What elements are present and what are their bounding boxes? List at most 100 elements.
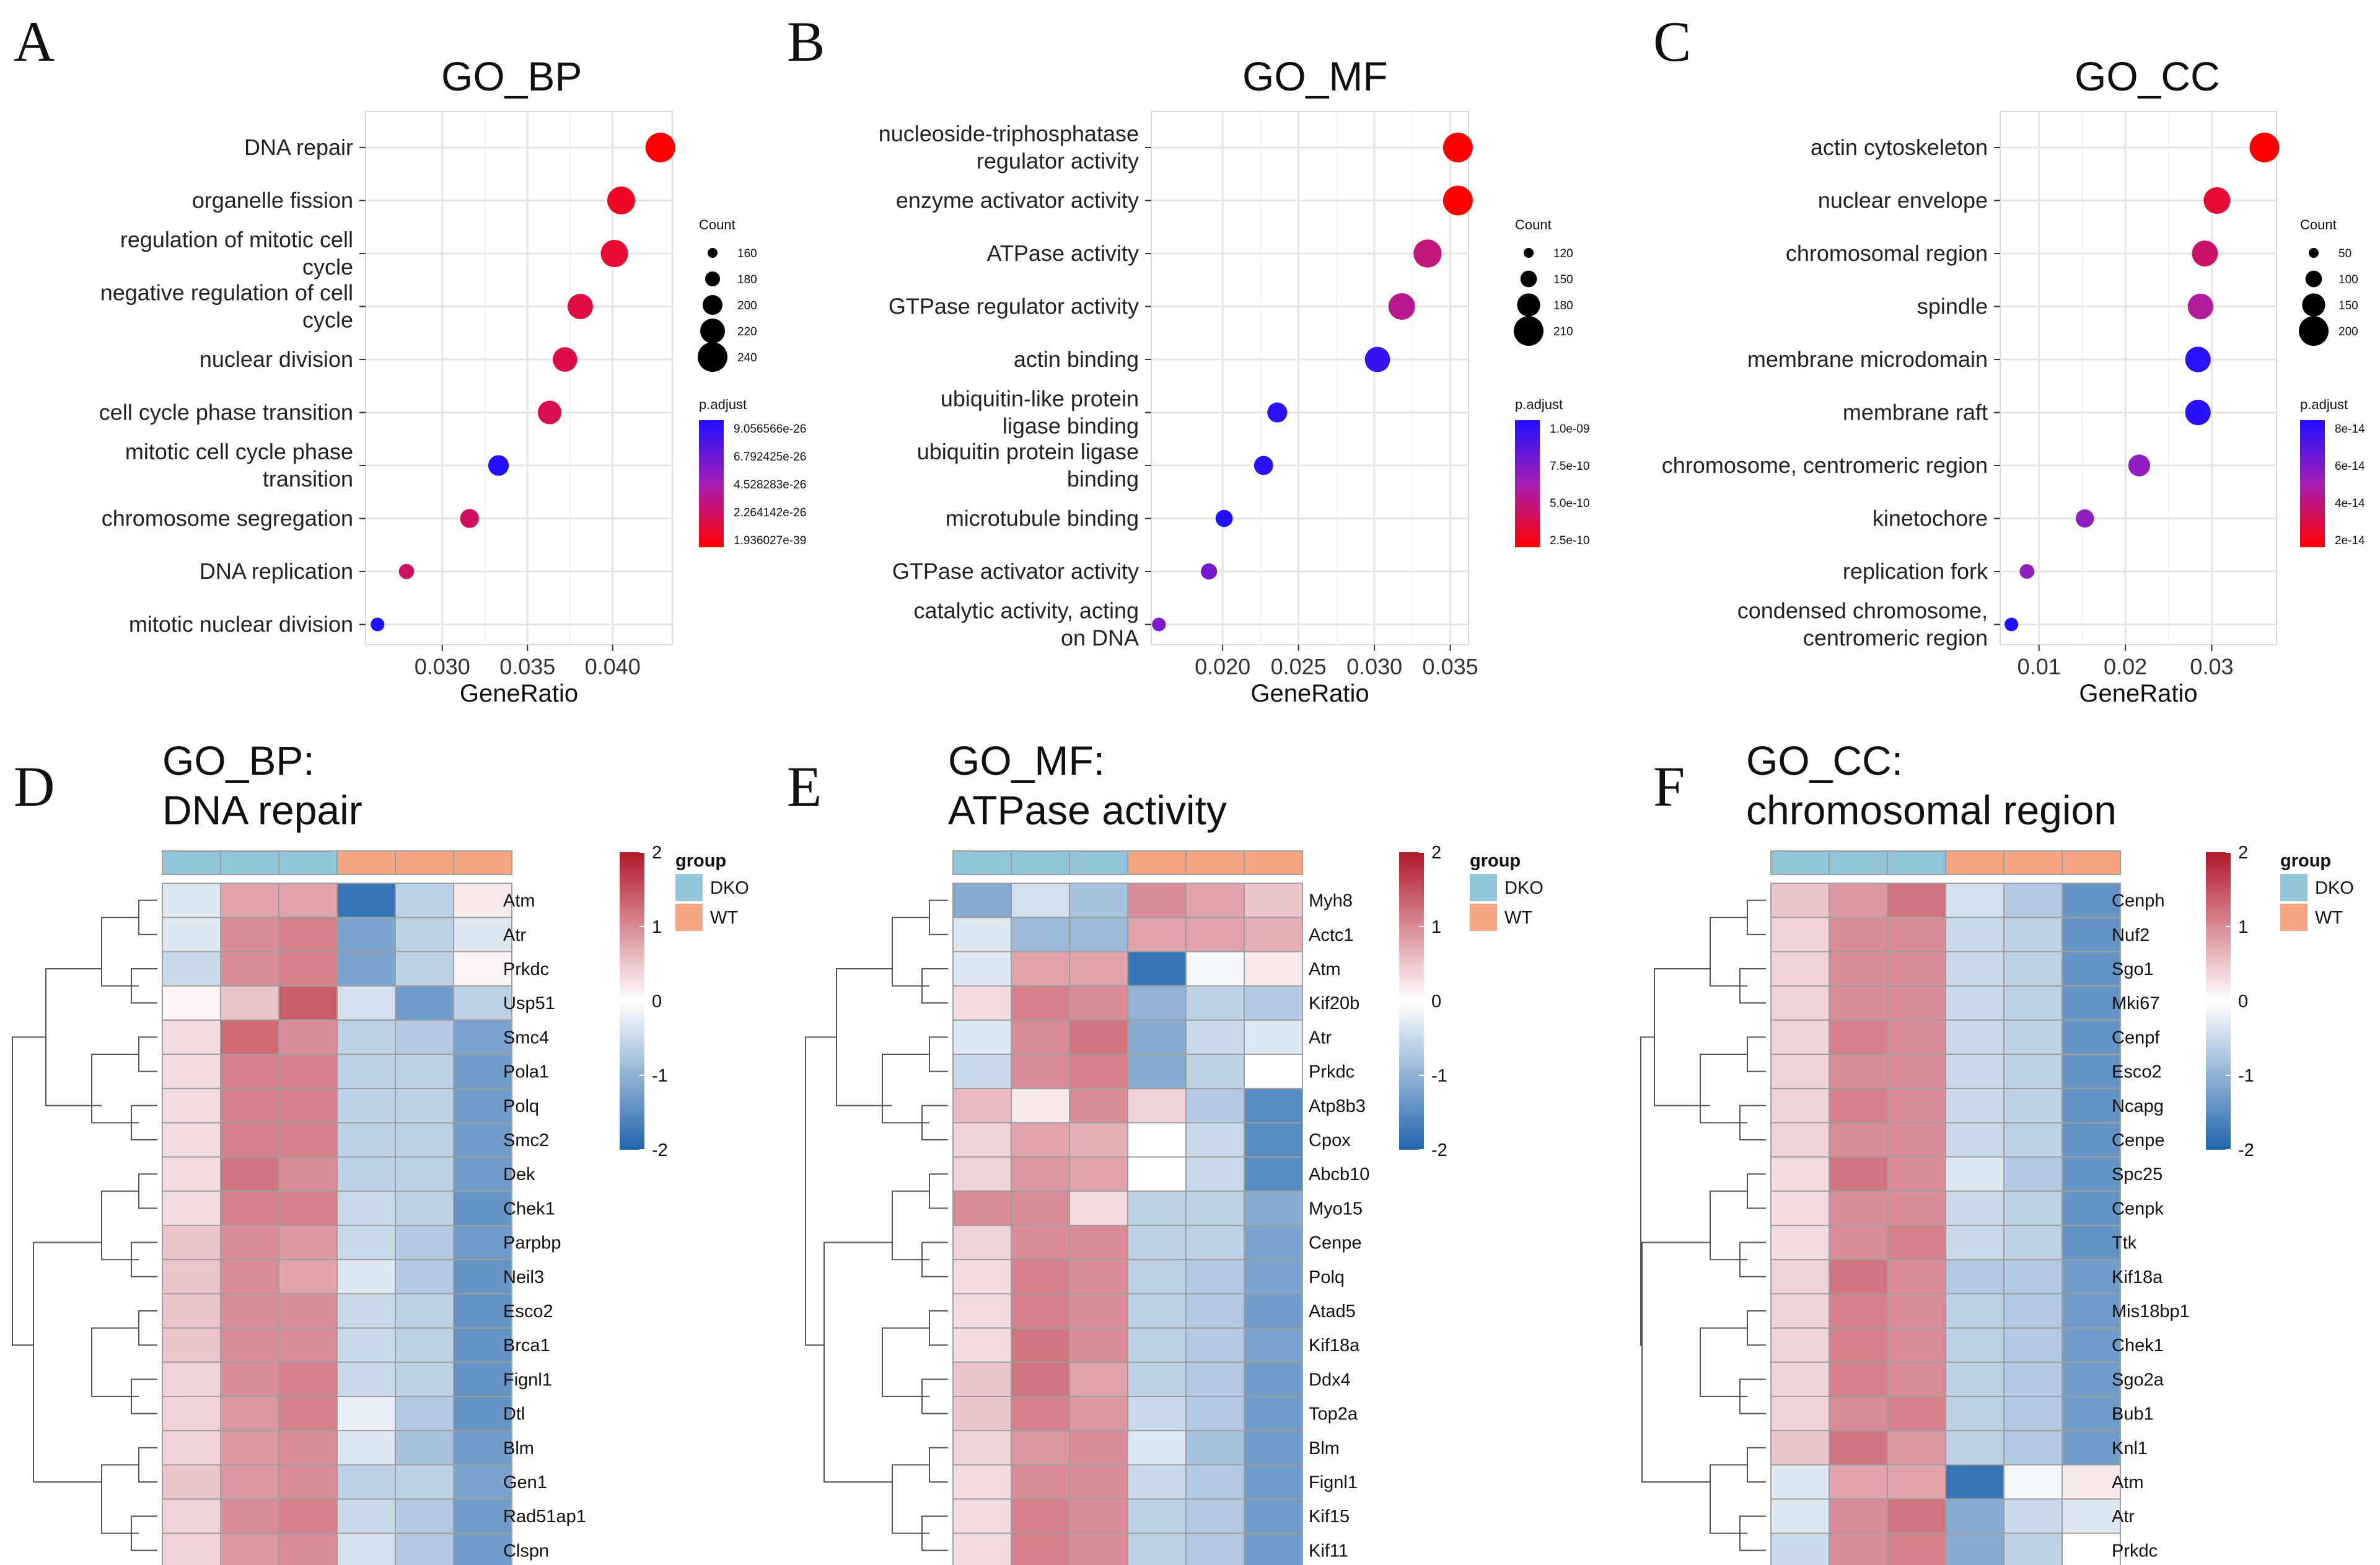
heatmap-cell xyxy=(336,1327,396,1363)
heatmap-cell xyxy=(1069,1088,1128,1124)
heatmap-cell xyxy=(1011,1498,1070,1534)
group-annotation-cell xyxy=(162,850,221,875)
heatmap-cell xyxy=(453,917,512,953)
heatmap-cell xyxy=(1185,1464,1245,1500)
heatmap-title: chromosomal region xyxy=(1746,787,2117,833)
gene-label: Knl1 xyxy=(2112,1439,2148,1458)
heatmap-cell xyxy=(1945,1430,2005,1466)
heatmap-cell xyxy=(278,1327,338,1363)
heatmap-cell xyxy=(1945,1156,2005,1192)
term-label: on DNA xyxy=(1061,625,1139,651)
heatmap-cell xyxy=(952,1532,1012,1565)
heatmap-cell xyxy=(1244,1259,1303,1295)
heatmap-cell xyxy=(395,1532,454,1565)
heatmap-cell xyxy=(1887,1122,1946,1158)
heatmap-cell xyxy=(1829,1019,1888,1056)
heatmap-cell xyxy=(1829,1327,1888,1363)
gene-label: Smc4 xyxy=(503,1028,549,1047)
gene-label: Top2a xyxy=(1309,1404,1358,1424)
heatmap-cell xyxy=(278,1293,338,1329)
group-annotation-cell xyxy=(2003,850,2063,875)
size-legend-label: 200 xyxy=(737,299,757,312)
heatmap-cell xyxy=(1887,1498,1946,1534)
gene-label: Neil3 xyxy=(503,1267,544,1287)
heatmap-cell xyxy=(2062,1293,2121,1329)
heatmap-cell xyxy=(1829,985,1888,1021)
heatmap-cell xyxy=(395,1122,454,1158)
heatmap-cell xyxy=(1069,1156,1128,1192)
heatmap-cell xyxy=(1069,951,1128,987)
color-legend-bar xyxy=(699,420,724,547)
color-legend-label: 2.5e-10 xyxy=(1550,534,1589,547)
heatmap-cell xyxy=(1887,1088,1946,1124)
colorbar-tick-label: 1 xyxy=(2238,917,2248,937)
heatmap-cell xyxy=(952,1088,1012,1124)
heatmap-cell xyxy=(1244,1190,1303,1227)
heatmap-cell xyxy=(1770,1396,1830,1432)
gene-label: Sgo1 xyxy=(2112,959,2154,979)
heatmap-cell xyxy=(1127,1361,1187,1398)
heatmap-cell xyxy=(1770,1430,1830,1466)
x-axis-label: GeneRatio xyxy=(2079,680,2197,707)
heatmap-cell xyxy=(1127,1327,1187,1363)
heatmap-cell xyxy=(1011,1019,1070,1056)
heatmap-cell xyxy=(162,1122,221,1158)
color-legend-label: 8e-14 xyxy=(2335,423,2365,436)
size-legend-title: Count xyxy=(699,217,736,232)
heatmap-cell xyxy=(395,1225,454,1261)
heatmap-cell xyxy=(395,1054,454,1090)
heatmap-cell xyxy=(1069,1019,1128,1056)
color-legend-label: 6e-14 xyxy=(2335,460,2365,473)
term-label: cycle xyxy=(302,307,353,333)
gene-label: Dek xyxy=(503,1165,535,1184)
heatmap-cell xyxy=(1770,917,1830,953)
heatmap-cell xyxy=(1887,1430,1946,1466)
heatmap-cell xyxy=(278,1396,338,1432)
heatmap-cell xyxy=(1770,1498,1830,1534)
heatmap-cell xyxy=(952,1396,1012,1432)
heatmap-cell xyxy=(395,1190,454,1227)
heatmap-cell xyxy=(162,1259,221,1295)
heatmap-cell xyxy=(278,1259,338,1295)
heatmap-cell xyxy=(952,1293,1012,1329)
gene-label: Cenpf xyxy=(2112,1028,2160,1047)
heatmap-cell xyxy=(2003,1088,2063,1124)
heatmap-cell xyxy=(278,1156,338,1192)
heatmap-cell xyxy=(220,1156,279,1192)
heatmap-cell xyxy=(336,1361,396,1398)
gene-label: Kif15 xyxy=(1309,1507,1350,1527)
size-legend-label: 180 xyxy=(1553,299,1573,312)
size-legend-title: Count xyxy=(2300,217,2337,232)
group-annotation-cell xyxy=(1127,850,1187,875)
heatmap-cell xyxy=(1127,1532,1187,1565)
color-legend-label: 7.5e-10 xyxy=(1550,460,1589,473)
gene-label: Prkdc xyxy=(1309,1062,1355,1082)
heatmap-cell xyxy=(220,1361,279,1398)
heatmap-cell xyxy=(1945,1088,2005,1124)
size-legend-label: 160 xyxy=(737,247,757,260)
heatmap-cell xyxy=(453,1122,512,1158)
heatmap-cell xyxy=(952,1156,1012,1192)
term-label: binding xyxy=(1067,466,1139,492)
heatmap-cell xyxy=(1770,1532,1830,1565)
group-legend-title: group xyxy=(2280,851,2331,871)
heatmap-cell xyxy=(1887,1225,1946,1261)
heatmap-cell xyxy=(1945,1532,2005,1565)
heatmap-cell xyxy=(1887,1156,1946,1192)
gene-label: Chek1 xyxy=(503,1199,555,1219)
x-tick-label: 0.030 xyxy=(415,654,470,679)
heatmap-cell xyxy=(1770,1088,1830,1124)
group-annotation-cell xyxy=(1244,850,1303,875)
heatmap-cell xyxy=(2003,1190,2063,1227)
heatmap-cell xyxy=(1011,883,1070,919)
heatmap-cell xyxy=(1185,1498,1245,1534)
heatmap-cell xyxy=(1011,951,1070,987)
gene-label: Atad5 xyxy=(1309,1302,1356,1321)
heatmap-cell xyxy=(1829,1054,1888,1090)
heatmap-cell xyxy=(453,1088,512,1124)
heatmap-cell xyxy=(1069,1225,1128,1261)
heatmap-cell xyxy=(220,1430,279,1466)
group-annotation-cell xyxy=(952,850,1012,875)
size-legend-title: Count xyxy=(1515,217,1552,232)
term-dot xyxy=(2187,293,2214,320)
